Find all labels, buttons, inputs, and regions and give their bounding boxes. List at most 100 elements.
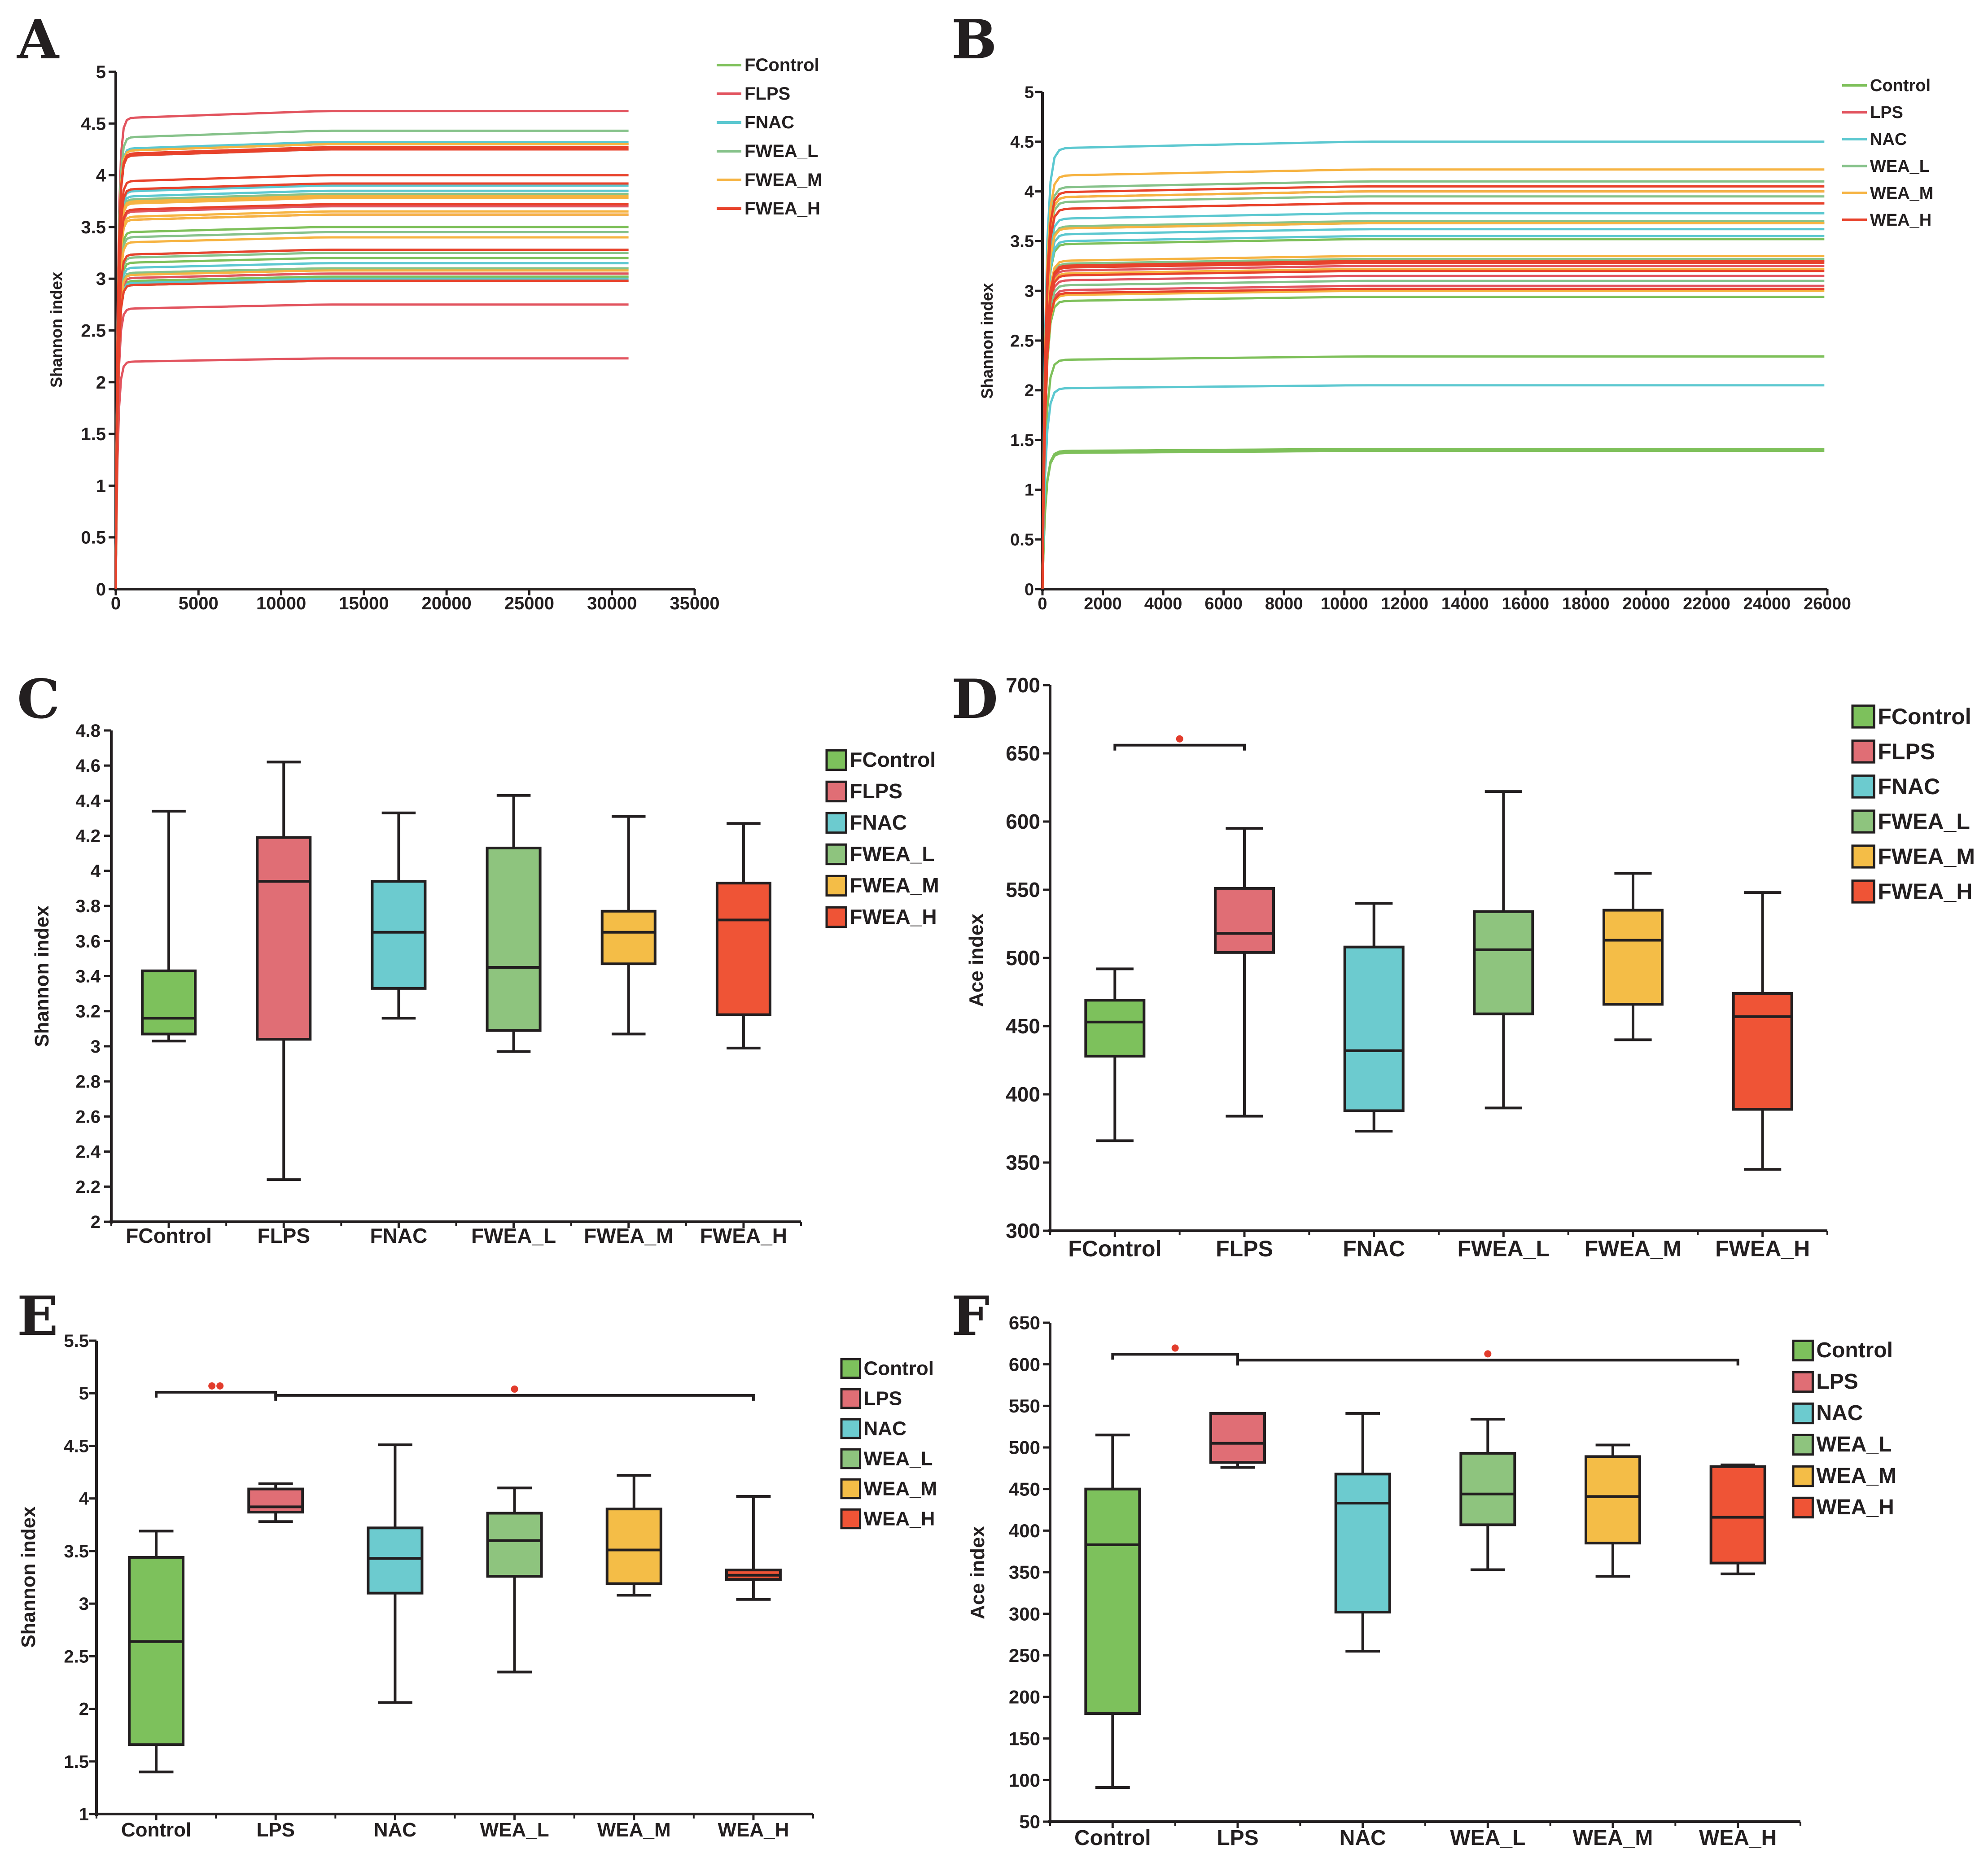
y-tick-label: 4.2 — [75, 826, 101, 846]
legend-swatch — [840, 1358, 862, 1379]
series-line-WEA_M — [1041, 255, 1825, 590]
significance-dot — [1484, 1350, 1492, 1358]
legend-swatch — [1792, 1496, 1814, 1519]
panel-d: D 300 350 400 450 500 550 600 650 700 Ace index FCo… — [951, 668, 1975, 1261]
series-line-NAC — [1041, 140, 1825, 590]
legend-swatch — [1792, 1339, 1814, 1362]
series-line-FWEA_H — [114, 249, 629, 590]
legend-swatch — [1851, 774, 1875, 799]
x-tick-label: 24000 — [1743, 595, 1791, 613]
y-tick-label: 5 — [1025, 83, 1034, 102]
panel-letter: D — [951, 668, 998, 731]
y-tick-label: 3 — [91, 1037, 101, 1057]
series-line-NAC — [1041, 235, 1825, 590]
legend-swatch — [1792, 1402, 1814, 1425]
box-FLPS — [256, 836, 312, 1041]
box-WEA_M — [605, 1508, 662, 1585]
box-FWEA_M — [600, 909, 657, 966]
box-FWEA_H — [715, 882, 771, 1016]
box-WEA_M — [1585, 1455, 1641, 1545]
legend-label: FNAC — [849, 811, 907, 834]
legend-swatch — [840, 1388, 862, 1409]
box-FControl — [1084, 999, 1146, 1058]
series-line-WEA_L — [1041, 258, 1825, 590]
x-tick-label: 10000 — [256, 594, 306, 613]
y-tick-label: 4 — [96, 166, 106, 186]
legend-swatch — [1851, 809, 1875, 834]
y-tick-label: 350 — [1006, 1151, 1040, 1174]
legend-label: LPS — [1870, 103, 1903, 122]
legend-label: FControl — [744, 55, 819, 75]
y-tick-label: 4 — [1025, 183, 1034, 201]
legend-label: FWEA_H — [1878, 879, 1972, 904]
legend-label: WEA_M — [1816, 1464, 1896, 1488]
y-tick-label: 4.5 — [1010, 133, 1034, 152]
panel-letter: E — [17, 1285, 58, 1348]
panel-c: C 2 2.2 2.4 2.6 2.8 3 3.2 3.4 3.6 3.8 4 4.2 4.4 4.6 4.8… — [17, 668, 939, 1247]
y-tick-label: 500 — [1006, 946, 1040, 970]
series-line-NAC — [1041, 212, 1825, 590]
series-line-WEA_H — [1041, 270, 1825, 590]
series-line-Control — [1041, 355, 1825, 590]
legend-swatch — [1851, 844, 1875, 869]
series-line-FWEA_L — [114, 252, 629, 590]
x-tick-label: 0 — [1038, 595, 1047, 613]
series-line-WEA_L — [1041, 220, 1825, 590]
series-line-Control — [1041, 448, 1825, 590]
y-tick-label: 400 — [1009, 1520, 1040, 1541]
series-line-FWEA_M — [114, 236, 629, 590]
x-tick-label: 8000 — [1265, 595, 1303, 613]
legend-swatch — [825, 749, 847, 771]
legend-label: WEA_M — [1870, 184, 1933, 203]
series-line-FLPS — [114, 303, 629, 590]
y-tick-label: 0.5 — [81, 528, 106, 548]
legend-swatch — [840, 1418, 862, 1439]
y-tick-label: 550 — [1006, 878, 1040, 901]
legend-swatch — [1792, 1434, 1814, 1456]
y-axis-title: Shannon index — [31, 905, 53, 1047]
y-tick-label: 2.4 — [75, 1142, 101, 1162]
legend-label: FWEA_L — [744, 141, 818, 161]
x-tick-label: FWEA_H — [700, 1224, 787, 1247]
y-tick-label: 2.5 — [81, 321, 106, 341]
x-tick-label: WEA_M — [1573, 1826, 1653, 1850]
y-tick-label: 600 — [1009, 1354, 1040, 1375]
legend-label: FControl — [849, 748, 936, 771]
y-tick-label: 3.5 — [1010, 232, 1034, 251]
x-tick-label: FLPS — [257, 1224, 310, 1247]
legend-label: WEA_L — [1816, 1433, 1892, 1456]
significance-dot — [1171, 1344, 1179, 1352]
x-tick-label: 15000 — [339, 594, 389, 613]
y-tick-label: 3.2 — [75, 1002, 101, 1022]
y-tick-label: 3.5 — [81, 218, 106, 237]
y-tick-label: 4.5 — [81, 114, 106, 134]
y-tick-label: 2 — [1025, 381, 1034, 400]
x-tick-label: Control — [1074, 1826, 1151, 1850]
series-line-WEA_M — [1041, 267, 1825, 590]
y-tick-label: 3.6 — [75, 931, 101, 951]
significance-bracket — [1236, 1359, 1739, 1366]
legend-label: FWEA_L — [849, 842, 934, 866]
series-line-FLPS — [114, 357, 629, 590]
x-tick-label: 25000 — [504, 594, 554, 613]
x-tick-label: NAC — [374, 1819, 416, 1841]
y-tick-label: 1 — [96, 476, 106, 496]
y-tick-label: 2.6 — [75, 1107, 101, 1127]
legend-swatch — [1851, 739, 1875, 764]
significance-bracket — [1111, 1353, 1239, 1360]
legend-label: NAC — [864, 1418, 906, 1440]
x-tick-label: FNAC — [370, 1224, 428, 1247]
legend-label: FWEA_H — [744, 199, 820, 219]
legend-label: WEA_M — [864, 1478, 937, 1500]
legend-label: WEA_H — [1870, 211, 1931, 230]
y-tick-label: 4.6 — [75, 756, 101, 776]
y-tick-label: 600 — [1006, 810, 1040, 833]
x-tick-label: 0 — [111, 594, 121, 613]
x-tick-label: 10000 — [1321, 595, 1368, 613]
legend-label: FWEA_M — [849, 874, 939, 897]
x-tick-label: NAC — [1340, 1826, 1386, 1850]
y-tick-label: 200 — [1009, 1687, 1040, 1708]
series-line-Control — [1041, 296, 1825, 590]
legend-swatch — [840, 1478, 862, 1500]
legend-label: FLPS — [744, 84, 790, 104]
